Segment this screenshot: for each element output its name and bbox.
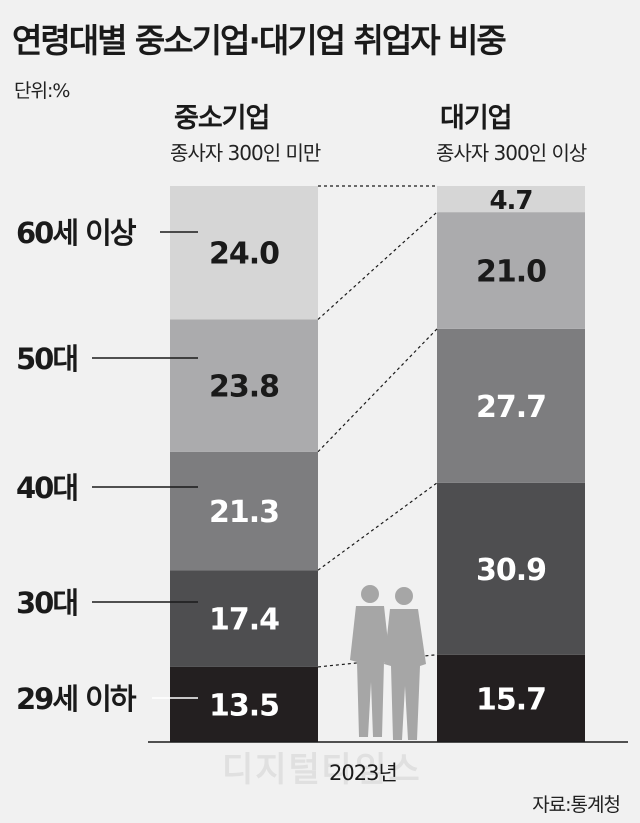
series-subtitle-large: 종사자 300인 이상 <box>436 141 587 165</box>
category-label-30s: 30대 <box>16 586 77 620</box>
bar-sme-30s <box>170 570 318 667</box>
data-label-sme-29-under: 13.5 <box>209 688 279 723</box>
bar-large-30s <box>437 482 585 655</box>
bar-large-60-over <box>437 186 585 213</box>
series-subtitle-sme: 종사자 300인 미만 <box>170 141 321 165</box>
source-label: 자료:통계청 <box>532 794 621 816</box>
data-label-sme-30s: 17.4 <box>209 603 279 638</box>
bar-large-29-under <box>437 654 585 742</box>
data-label-large-40s: 27.7 <box>476 390 546 425</box>
bar-large-40s <box>437 328 585 483</box>
data-label-large-50s: 21.0 <box>476 255 546 290</box>
connector-29-under <box>317 654 438 668</box>
year-label: 2023년 <box>329 761 398 785</box>
connector-50s <box>317 211 438 320</box>
data-label-sme-40s: 21.3 <box>209 495 279 530</box>
data-label-large-29-under: 15.7 <box>476 682 546 717</box>
connector-30s <box>317 482 438 571</box>
series-name-sme: 중소기업 <box>174 103 270 134</box>
data-label-large-60-over: 4.7 <box>489 186 532 216</box>
category-label-29-under: 29세 이하 <box>16 682 137 716</box>
data-label-sme-50s: 23.8 <box>209 370 279 405</box>
connector-40s <box>317 328 438 453</box>
bar-large-50s <box>437 212 585 329</box>
category-label-60-over: 60세 이상 <box>16 216 137 250</box>
data-label-large-30s: 30.9 <box>476 553 546 588</box>
bar-sme-60-over <box>170 186 318 320</box>
bar-sme-50s <box>170 319 318 452</box>
people-silhouette-icon <box>342 582 432 742</box>
series-name-large: 대기업 <box>440 103 513 134</box>
category-label-50s: 50대 <box>16 342 77 376</box>
bar-sme-29-under <box>170 666 318 742</box>
bar-sme-40s <box>170 451 318 571</box>
chart-title: 연령대별 중소기업·대기업 취업자 비중 <box>12 21 507 60</box>
watermark: 디지털타임스 <box>222 750 422 790</box>
unit-label: 단위:% <box>14 80 70 102</box>
category-label-40s: 40대 <box>16 471 77 505</box>
data-label-sme-60-over: 24.0 <box>209 237 279 272</box>
